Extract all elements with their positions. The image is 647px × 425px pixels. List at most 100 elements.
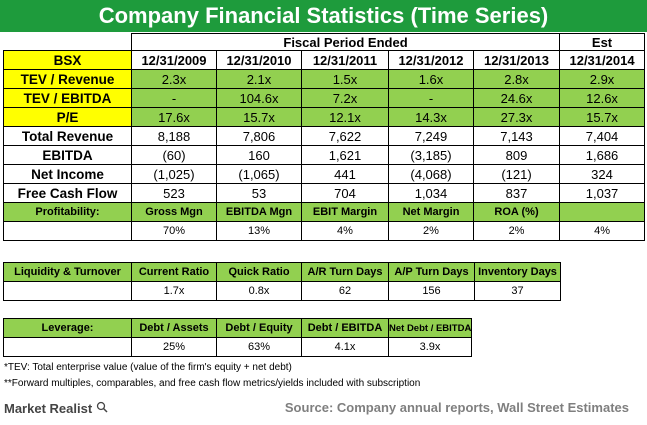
column-header: Gross Mgn (131, 202, 217, 222)
table-row: TEV / Revenue 2.3x 2.1x 1.5x 1.6x 2.8x 2… (3, 69, 646, 89)
magnifier-icon (96, 401, 108, 413)
empty-cell (3, 221, 132, 241)
table-cell: 0.8x (216, 281, 302, 301)
profitability-label: Profitability: (3, 202, 132, 222)
table-cell: 7.2x (301, 88, 389, 108)
column-header: Debt / Equity (216, 318, 302, 338)
table-cell: (4,068) (388, 164, 474, 184)
table-cell: 8,188 (131, 126, 217, 146)
liquidity-turnover-table: Liquidity & Turnover Current Ratio Quick… (3, 262, 561, 301)
market-realist-logo: Market Realist (4, 401, 108, 416)
table-cell: 7,404 (559, 126, 646, 146)
period-header: 12/31/2011 (301, 50, 389, 70)
ticker-label: BSX (3, 50, 132, 70)
table-cell: 7,249 (388, 126, 474, 146)
liquidity-label: Liquidity & Turnover (3, 262, 132, 282)
table-cell: 7,806 (216, 126, 302, 146)
table-cell: 15.7x (559, 107, 646, 127)
row-label: EBITDA (3, 145, 132, 165)
column-header: Inventory Days (474, 262, 561, 282)
period-header: 12/31/2014 (559, 50, 646, 70)
table-cell: 3.9x (388, 337, 472, 357)
logo-text: Market Realist (4, 401, 93, 416)
empty-cell (3, 337, 132, 357)
column-header: ROA (%) (472, 202, 561, 222)
row-label: P/E (3, 107, 132, 127)
column-header: A/R Turn Days (301, 262, 389, 282)
est-label: Est (559, 33, 646, 51)
column-header: A/P Turn Days (388, 262, 475, 282)
column-header (559, 202, 646, 222)
table-cell: 809 (472, 145, 561, 165)
table-cell: 12.6x (559, 88, 646, 108)
table-cell: - (388, 88, 474, 108)
empty-cell (3, 281, 132, 301)
column-header: Net Debt / EBITDA (388, 318, 472, 338)
table-row: Free Cash Flow 523 53 704 1,034 837 1,03… (3, 183, 646, 203)
fiscal-period-row: Fiscal Period Ended Est (4, 33, 646, 51)
column-header: Quick Ratio (216, 262, 302, 282)
period-header-row: BSX 12/31/2009 12/31/2010 12/31/2011 12/… (3, 50, 646, 70)
table-cell: 62 (301, 281, 389, 301)
table-cell: (121) (472, 164, 561, 184)
table-row: Net Income (1,025) (1,065) 441 (4,068) (… (3, 164, 646, 184)
table-cell: 1.6x (388, 69, 474, 89)
period-header: 12/31/2012 (388, 50, 474, 70)
table-cell: 4% (301, 221, 389, 241)
leverage-label: Leverage: (3, 318, 132, 338)
table-cell: 704 (301, 183, 389, 203)
financial-statistics-table: Fiscal Period Ended Est BSX 12/31/2009 1… (3, 33, 646, 241)
table-cell: 1.7x (131, 281, 217, 301)
row-label: Total Revenue (3, 126, 132, 146)
table-cell: 4.1x (301, 337, 389, 357)
table-cell: 2% (472, 221, 561, 241)
fiscal-period-label: Fiscal Period Ended (130, 33, 561, 51)
table-cell: 160 (216, 145, 302, 165)
row-label: Free Cash Flow (3, 183, 132, 203)
page-title: Company Financial Statistics (Time Serie… (0, 0, 647, 32)
table-cell: 2.9x (559, 69, 646, 89)
period-header: 12/31/2010 (216, 50, 302, 70)
table-cell: 17.6x (131, 107, 217, 127)
liquidity-values-row: 1.7x 0.8x 62 156 37 (3, 281, 561, 301)
table-cell: 12.1x (301, 107, 389, 127)
footnote-tev: *TEV: Total enterprise value (value of t… (4, 362, 292, 373)
table-cell: (3,185) (388, 145, 474, 165)
table-cell: 2.3x (131, 69, 217, 89)
table-cell: (60) (131, 145, 217, 165)
period-header: 12/31/2013 (472, 50, 561, 70)
table-cell: (1,065) (216, 164, 302, 184)
table-cell: 24.6x (472, 88, 561, 108)
column-header: EBIT Margin (301, 202, 389, 222)
table-cell: 15.7x (216, 107, 302, 127)
table-cell: 14.3x (388, 107, 474, 127)
table-cell: 2.8x (472, 69, 561, 89)
table-cell: 156 (388, 281, 475, 301)
table-cell: 7,143 (472, 126, 561, 146)
table-row: EBITDA (60) 160 1,621 (3,185) 809 1,686 (3, 145, 646, 165)
table-cell: 4% (559, 221, 646, 241)
table-cell: 324 (559, 164, 646, 184)
table-cell: 837 (472, 183, 561, 203)
table-cell: 13% (216, 221, 302, 241)
column-header: EBITDA Mgn (216, 202, 302, 222)
footnote-subscription: **Forward multiples, comparables, and fr… (4, 378, 421, 389)
table-row: P/E 17.6x 15.7x 12.1x 14.3x 27.3x 15.7x (3, 107, 646, 127)
table-cell: 441 (301, 164, 389, 184)
table-cell: 37 (474, 281, 561, 301)
table-cell: 63% (216, 337, 302, 357)
period-header: 12/31/2009 (131, 50, 217, 70)
leverage-header-row: Leverage: Debt / Assets Debt / Equity De… (3, 318, 472, 338)
table-cell: 7,622 (301, 126, 389, 146)
leverage-table: Leverage: Debt / Assets Debt / Equity De… (3, 318, 472, 357)
table-cell: 1,034 (388, 183, 474, 203)
table-cell: 1.5x (301, 69, 389, 89)
row-label: TEV / EBITDA (3, 88, 132, 108)
table-cell: 2.1x (216, 69, 302, 89)
column-header: Debt / EBITDA (301, 318, 389, 338)
table-cell: 25% (131, 337, 217, 357)
table-cell: 1,037 (559, 183, 646, 203)
table-cell: 27.3x (472, 107, 561, 127)
liquidity-header-row: Liquidity & Turnover Current Ratio Quick… (3, 262, 561, 282)
table-cell: - (131, 88, 217, 108)
